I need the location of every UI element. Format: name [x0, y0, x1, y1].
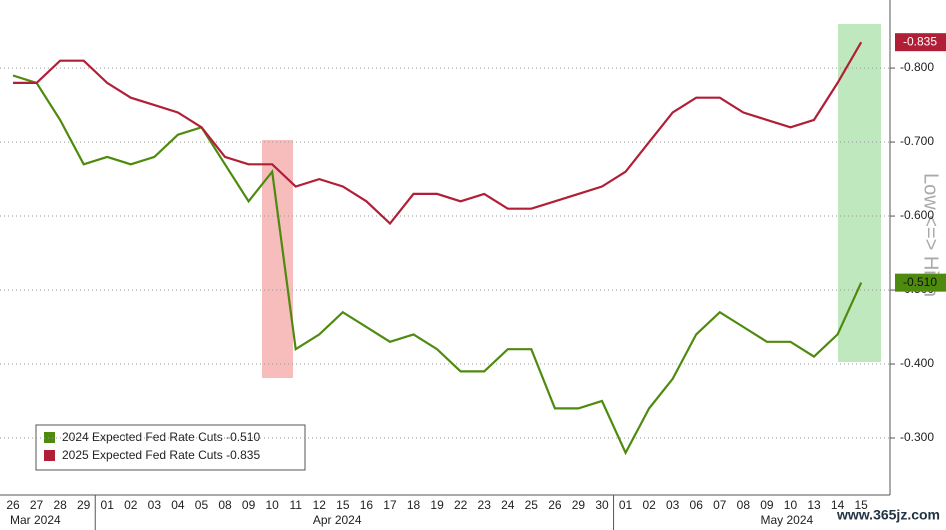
x-tick-label: 29 — [572, 498, 586, 512]
x-tick-label: 15 — [854, 498, 868, 512]
y-axis-label: Low <=> High — [920, 173, 942, 297]
x-tick-label: 01 — [101, 498, 115, 512]
y-tick-label: -0.600 — [900, 208, 934, 222]
x-tick-label: 10 — [265, 498, 279, 512]
x-tick-label: 30 — [595, 498, 609, 512]
x-tick-label: 22 — [454, 498, 468, 512]
x-tick-label: 25 — [525, 498, 539, 512]
x-tick-label: 24 — [501, 498, 515, 512]
x-tick-label: 26 — [548, 498, 562, 512]
x-tick-label: 23 — [478, 498, 492, 512]
last-value-box — [895, 33, 946, 52]
x-tick-label: 03 — [666, 498, 680, 512]
x-tick-label: 13 — [807, 498, 821, 512]
legend-label: 2024 Expected Fed Rate Cuts -0.510 — [62, 430, 260, 444]
last-value-label: -0.510 — [903, 275, 937, 289]
x-tick-label: 26 — [6, 498, 20, 512]
x-tick-label: 10 — [784, 498, 798, 512]
y-tick-label: -0.800 — [900, 60, 934, 74]
legend-label: 2025 Expected Fed Rate Cuts -0.835 — [62, 448, 260, 462]
x-group-label: Mar 2024 — [10, 513, 61, 527]
series-line — [12, 74, 863, 456]
x-group-label: May 2024 — [760, 513, 813, 527]
legend-swatch — [44, 450, 55, 461]
x-tick-label: 12 — [313, 498, 327, 512]
x-tick-label: 02 — [642, 498, 656, 512]
x-tick-label: 09 — [760, 498, 774, 512]
x-tick-label: 15 — [336, 498, 350, 512]
x-tick-label: 08 — [737, 498, 751, 512]
x-group-label: Apr 2024 — [313, 513, 362, 527]
x-tick-label: 17 — [383, 498, 397, 512]
x-tick-label: 05 — [195, 498, 209, 512]
y-tick-label: -0.300 — [900, 430, 934, 444]
x-tick-label: 27 — [30, 498, 44, 512]
y-tick-label: -0.700 — [900, 134, 934, 148]
x-tick-label: 14 — [831, 498, 845, 512]
x-tick-label: 16 — [360, 498, 374, 512]
y-tick-label: -0.400 — [900, 356, 934, 370]
last-value-box — [895, 273, 946, 292]
x-tick-label: 08 — [218, 498, 232, 512]
x-tick-label: 07 — [713, 498, 727, 512]
x-tick-label: 28 — [53, 498, 67, 512]
highlight-red — [262, 140, 293, 378]
x-tick-label: 19 — [430, 498, 444, 512]
highlight-green — [838, 24, 881, 362]
x-tick-label: 02 — [124, 498, 138, 512]
x-tick-label: 11 — [289, 498, 302, 512]
legend: 2024 Expected Fed Rate Cuts -0.510 2025 E… — [35, 424, 306, 471]
watermark: www.365jz.com — [836, 507, 940, 523]
x-tick-label: 01 — [619, 498, 633, 512]
x-tick-label: 29 — [77, 498, 91, 512]
x-tick-label: 09 — [242, 498, 256, 512]
legend-box — [35, 424, 306, 471]
last-value-label: -0.835 — [903, 34, 937, 48]
x-tick-label: 03 — [148, 498, 162, 512]
x-tick-label: 04 — [171, 498, 185, 512]
legend-swatch — [44, 432, 55, 443]
x-tick-label: 06 — [690, 498, 704, 512]
series-line — [13, 41, 863, 226]
x-tick-label: 18 — [407, 498, 421, 512]
